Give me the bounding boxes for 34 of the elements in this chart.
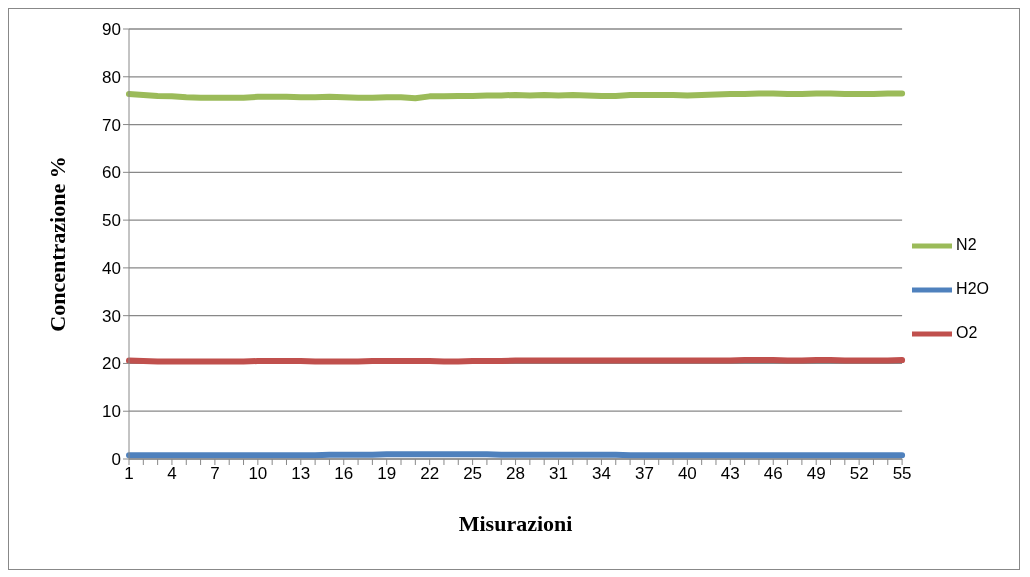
x-tick-label: 7 — [210, 464, 220, 484]
x-tick-label: 4 — [167, 464, 177, 484]
x-tick-label: 10 — [248, 464, 268, 484]
legend-label: O2 — [956, 324, 978, 341]
y-tick-label: 30 — [102, 306, 121, 326]
x-tick-label: 25 — [463, 464, 483, 484]
x-tick-label: 46 — [763, 464, 783, 484]
x-tick-label: 37 — [634, 464, 654, 484]
y-tick-label: 90 — [102, 20, 121, 40]
y-tick-label: 50 — [102, 211, 121, 231]
x-tick-label: 19 — [377, 464, 397, 484]
legend-label: H2O — [956, 280, 989, 297]
x-tick-label: 31 — [549, 464, 568, 484]
x-tick-label: 1 — [124, 464, 134, 484]
y-tick-label: 20 — [102, 354, 121, 374]
x-tick-label: 16 — [334, 464, 354, 484]
x-tick-label: 55 — [892, 464, 912, 484]
y-tick-label: 80 — [102, 67, 121, 87]
y-tick-label: 60 — [102, 163, 121, 183]
x-tick-label: 43 — [720, 464, 740, 484]
x-tick-label: 52 — [849, 464, 869, 484]
y-tick-label: 70 — [102, 115, 121, 135]
x-tick-label: 34 — [591, 464, 611, 484]
x-tick-label: 28 — [506, 464, 526, 484]
legend-label: N2 — [956, 236, 977, 253]
x-tick-label: 13 — [291, 464, 311, 484]
y-tick-label: 10 — [102, 402, 121, 422]
y-axis-title: Concentrazione % — [44, 156, 70, 332]
y-tick-label: 40 — [102, 258, 121, 278]
x-tick-label: 40 — [677, 464, 697, 484]
y-tick-label: 0 — [111, 450, 121, 470]
x-tick-label: 49 — [806, 464, 826, 484]
x-tick-label: 22 — [420, 464, 440, 484]
x-axis-title: Misurazioni — [458, 511, 573, 536]
